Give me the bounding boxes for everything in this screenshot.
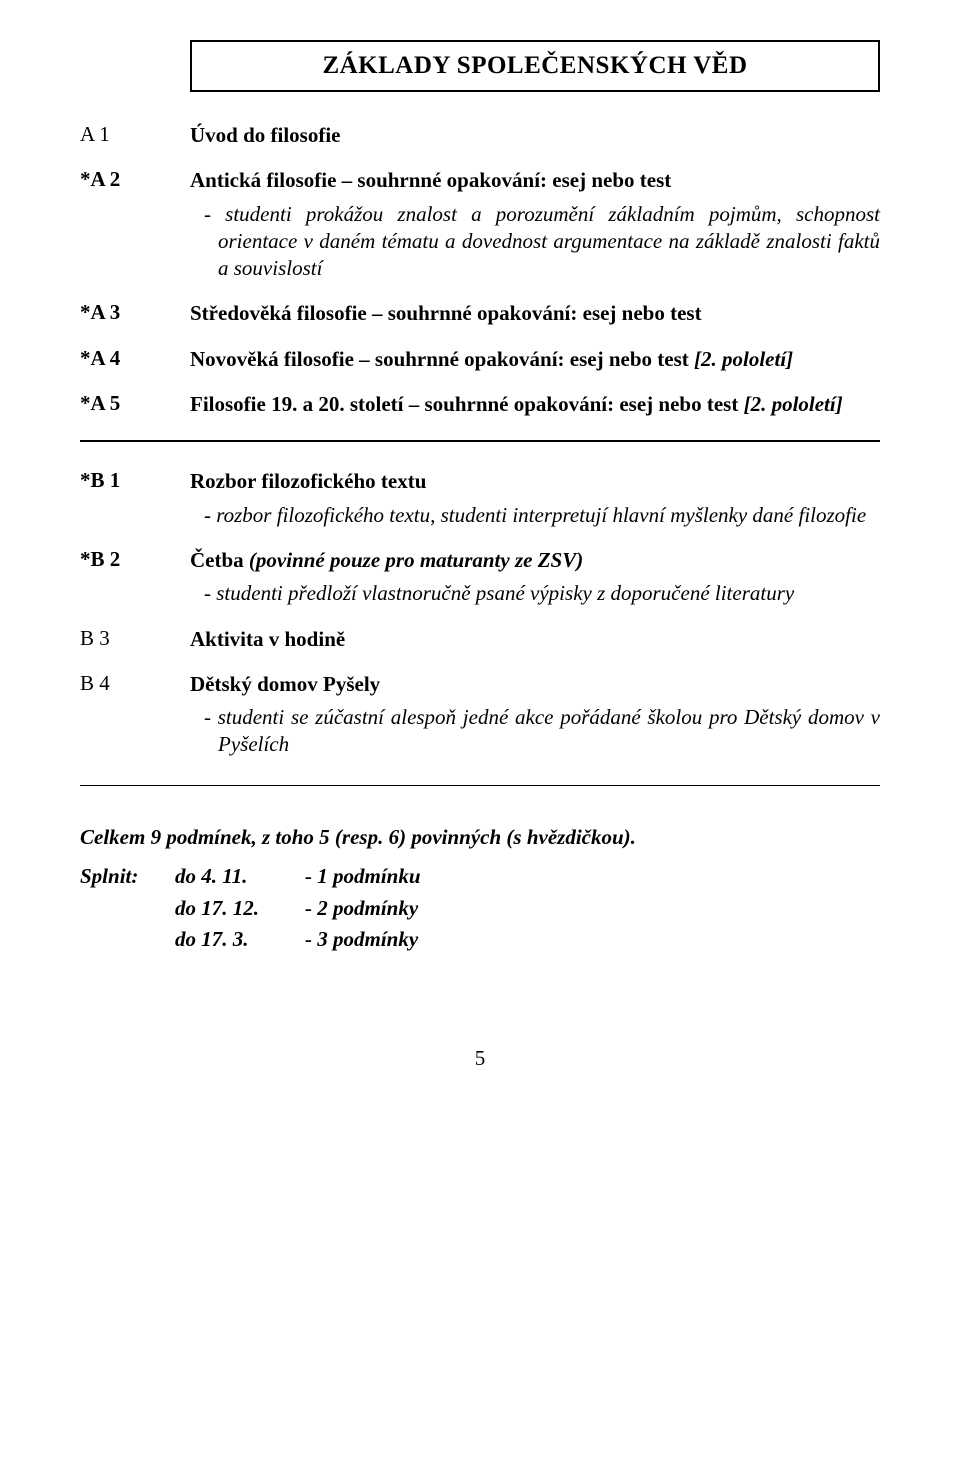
section-a: A 1Úvod do filosofie*A 2Antická filosofi…	[80, 122, 880, 418]
list-item: B 3Aktivita v hodině	[80, 626, 880, 653]
item-body: Středověká filosofie – souhrnné opakován…	[190, 300, 880, 327]
summary-date: do 4. 11.	[175, 861, 305, 893]
list-item: *A 4Novověká filosofie – souhrnné opakov…	[80, 346, 880, 373]
summary-title: Celkem 9 podmínek, z toho 5 (resp. 6) po…	[80, 822, 880, 854]
item-body: Rozbor filozofického textu - rozbor filoz…	[190, 468, 880, 529]
item-title: Rozbor filozofického textu	[190, 468, 880, 495]
item-note: - studenti předloží vlastnoručně psané v…	[190, 580, 880, 607]
item-note: - rozbor filozofického textu, studenti i…	[190, 502, 880, 529]
summary-block: Celkem 9 podmínek, z toho 5 (resp. 6) po…	[80, 822, 880, 956]
item-title: Aktivita v hodině	[190, 626, 880, 653]
item-body: Novověká filosofie – souhrnné opakování:…	[190, 346, 880, 373]
title-box: ZÁKLADY SPOLEČENSKÝCH VĚD	[190, 40, 880, 92]
item-label: *A 5	[80, 391, 190, 416]
list-item: *B 1Rozbor filozofického textu - rozbor f…	[80, 468, 880, 529]
list-item: *A 2Antická filosofie – souhrnné opaková…	[80, 167, 880, 282]
item-body: Dětský domov Pyšely - studenti se zúčastn…	[190, 671, 880, 759]
item-title: Antická filosofie – souhrnné opakování: …	[190, 167, 880, 194]
item-title: Filosofie 19. a 20. století – souhrnné o…	[190, 391, 880, 418]
page-number: 5	[80, 1046, 880, 1071]
item-label: *A 2	[80, 167, 190, 192]
summary-condition: - 2 podmínky	[305, 893, 418, 925]
summary-line: do 4. 11.- 1 podmínku	[175, 861, 880, 893]
divider-a-b	[80, 440, 880, 442]
summary-lines: do 4. 11.- 1 podmínkudo 17. 12.- 2 podmí…	[175, 861, 880, 956]
summary-label: Splnit:	[80, 861, 175, 956]
item-body: Četba (povinné pouze pro maturanty ze ZS…	[190, 547, 880, 608]
item-body: Filosofie 19. a 20. století – souhrnné o…	[190, 391, 880, 418]
item-body: Aktivita v hodině	[190, 626, 880, 653]
list-item: *A 5Filosofie 19. a 20. století – souhrn…	[80, 391, 880, 418]
item-title: Dětský domov Pyšely	[190, 671, 880, 698]
summary-condition: - 3 podmínky	[305, 924, 418, 956]
item-note: - studenti prokážou znalost a porozumění…	[190, 201, 880, 283]
item-note: - studenti se zúčastní alespoň jedné akc…	[190, 704, 880, 759]
list-item: *B 2Četba (povinné pouze pro maturanty z…	[80, 547, 880, 608]
section-b: *B 1Rozbor filozofického textu - rozbor f…	[80, 468, 880, 758]
divider-b-summary	[80, 785, 880, 786]
item-title: Středověká filosofie – souhrnné opakován…	[190, 300, 880, 327]
item-title: Četba (povinné pouze pro maturanty ze ZS…	[190, 547, 880, 574]
item-body: Úvod do filosofie	[190, 122, 880, 149]
item-title: Novověká filosofie – souhrnné opakování:…	[190, 346, 880, 373]
list-item: A 1Úvod do filosofie	[80, 122, 880, 149]
summary-line: do 17. 12.- 2 podmínky	[175, 893, 880, 925]
item-label: *A 3	[80, 300, 190, 325]
item-label: A 1	[80, 122, 190, 147]
list-item: *A 3Středověká filosofie – souhrnné opak…	[80, 300, 880, 327]
item-label: *B 1	[80, 468, 190, 493]
summary-line: do 17. 3.- 3 podmínky	[175, 924, 880, 956]
item-title: Úvod do filosofie	[190, 122, 880, 149]
summary-date: do 17. 12.	[175, 893, 305, 925]
page-title: ZÁKLADY SPOLEČENSKÝCH VĚD	[322, 52, 747, 79]
summary-condition: - 1 podmínku	[305, 861, 421, 893]
item-body: Antická filosofie – souhrnné opakování: …	[190, 167, 880, 282]
item-label: B 4	[80, 671, 190, 696]
item-label: *B 2	[80, 547, 190, 572]
item-label: B 3	[80, 626, 190, 651]
list-item: B 4Dětský domov Pyšely - studenti se zúča…	[80, 671, 880, 759]
summary-date: do 17. 3.	[175, 924, 305, 956]
item-label: *A 4	[80, 346, 190, 371]
